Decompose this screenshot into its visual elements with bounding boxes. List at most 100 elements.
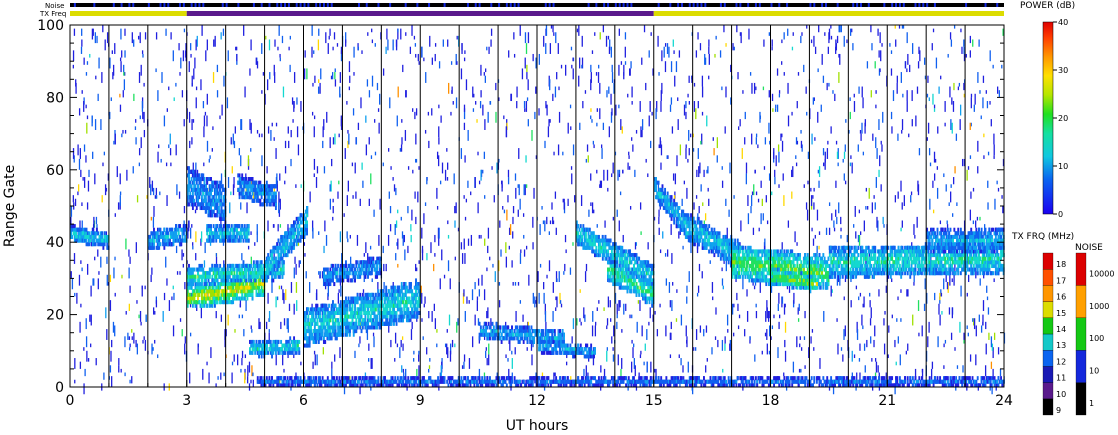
echo-cell — [193, 184, 196, 189]
echo-cell — [217, 296, 220, 301]
echo-cell — [219, 187, 222, 192]
echo-cell — [203, 278, 206, 283]
data-cell — [818, 166, 821, 178]
data-cell — [150, 184, 152, 196]
echo-cell — [201, 303, 203, 308]
data-cell — [128, 347, 131, 351]
data-cell — [629, 206, 632, 210]
echo-cell — [92, 231, 94, 236]
data-cell — [936, 166, 939, 170]
echo-cell — [189, 285, 192, 290]
echo-cell — [173, 234, 176, 239]
data-cell — [403, 372, 405, 380]
data-cell — [926, 93, 929, 98]
data-cell — [337, 292, 339, 304]
noise-strip-cell — [758, 3, 761, 7]
data-cell — [447, 347, 449, 359]
data-cell — [960, 285, 962, 297]
data-cell — [434, 253, 436, 257]
data-cell — [498, 282, 501, 286]
data-cell — [81, 267, 83, 272]
data-cell — [140, 321, 142, 326]
data-cell — [742, 90, 744, 94]
data-cell — [142, 339, 144, 344]
data-cell — [155, 32, 158, 40]
echo-cell — [242, 274, 245, 279]
data-cell — [217, 376, 219, 380]
echo-cell — [73, 227, 76, 232]
data-cell — [581, 35, 583, 47]
echo-cell — [237, 282, 240, 287]
echo-cell — [273, 274, 276, 279]
data-cell — [457, 318, 459, 326]
data-cell — [433, 263, 435, 272]
data-cell — [331, 361, 333, 369]
echo-cell — [82, 231, 85, 236]
data-cell — [989, 50, 991, 62]
echo-cell — [160, 231, 163, 236]
data-cell — [581, 57, 584, 69]
data-cell — [896, 318, 898, 322]
data-cell — [94, 119, 97, 130]
data-cell — [507, 177, 510, 185]
data-cell — [183, 206, 186, 214]
data-cell — [771, 93, 774, 102]
data-cell — [332, 137, 335, 145]
echo-cell — [189, 278, 192, 283]
data-cell — [215, 383, 217, 387]
echo-cell — [223, 224, 225, 229]
data-cell — [305, 271, 307, 279]
noise-strip-cell — [147, 3, 150, 7]
data-cell — [799, 343, 801, 348]
data-cell — [482, 169, 484, 174]
data-cell — [109, 365, 112, 373]
data-cell — [619, 191, 622, 196]
data-cell — [753, 184, 755, 196]
data-cell — [76, 292, 78, 304]
data-cell — [360, 97, 362, 109]
data-cell — [686, 336, 688, 348]
data-cell — [133, 332, 135, 344]
data-cell — [813, 187, 815, 192]
data-cell — [916, 216, 918, 228]
data-cell — [446, 162, 449, 170]
echo-cell — [234, 263, 237, 268]
echo-cell — [223, 282, 225, 287]
echo-cell — [89, 234, 92, 239]
echo-cell — [193, 300, 196, 305]
echo-cell — [189, 198, 192, 203]
data-cell — [879, 32, 881, 44]
data-cell — [331, 368, 333, 380]
echo-cell — [73, 224, 76, 229]
data-cell — [523, 184, 525, 196]
data-cell — [939, 314, 941, 326]
data-cell — [871, 358, 873, 362]
data-cell — [477, 318, 480, 326]
echo-cell — [201, 177, 203, 182]
data-cell — [865, 187, 868, 192]
echo-cell — [203, 296, 206, 301]
data-cell — [73, 155, 75, 163]
echo-cell — [208, 187, 211, 192]
data-cell — [630, 361, 633, 373]
data-cell — [168, 144, 170, 149]
data-cell — [698, 263, 701, 272]
echo-cell — [234, 238, 237, 243]
echo-cell — [85, 231, 88, 236]
data-cell — [553, 32, 555, 36]
data-cell — [599, 184, 601, 188]
data-cell — [985, 90, 987, 94]
echo-cell — [271, 271, 273, 276]
data-cell — [511, 260, 513, 268]
data-cell — [109, 274, 112, 283]
echo-cell — [220, 191, 223, 196]
echo-cell — [215, 300, 218, 305]
data-cell — [368, 358, 370, 362]
noise-strip-cell — [428, 3, 431, 7]
data-cell — [84, 368, 86, 377]
data-cell — [226, 97, 229, 109]
data-cell — [535, 86, 537, 94]
echo-cell — [150, 242, 153, 247]
data-cell — [418, 350, 420, 355]
echo-cell — [211, 209, 214, 214]
